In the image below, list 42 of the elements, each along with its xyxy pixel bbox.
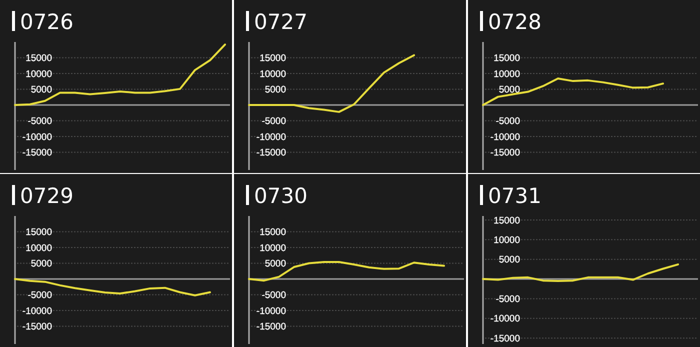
y-tick-label: 5000 — [30, 258, 52, 270]
y-tick-label: -5000 — [28, 116, 52, 128]
y-tick-label: -10000 — [490, 314, 520, 325]
y-tick-label: -10000 — [256, 306, 286, 317]
y-tick-label: -10000 — [256, 132, 286, 143]
y-tick-label: 15000 — [26, 53, 52, 64]
y-tick-label: 5000 — [498, 84, 520, 96]
y-tick-label: 5000 — [264, 84, 286, 96]
y-tick-label: 15000 — [26, 227, 52, 238]
chart-title: 0730 — [254, 184, 308, 208]
y-tick-label: -5000 — [262, 116, 286, 128]
y-tick-label: -15000 — [256, 148, 286, 159]
y-tick-label: 10000 — [260, 68, 286, 80]
y-tick-label: -5000 — [28, 290, 52, 302]
chart-title: 0729 — [20, 184, 74, 208]
chart-title: 0727 — [254, 10, 308, 34]
chart-title: 0728 — [488, 10, 542, 34]
y-tick-label: 15000 — [260, 227, 286, 238]
y-tick-label: -15000 — [256, 322, 286, 333]
y-tick-label: -5000 — [496, 116, 520, 128]
y-tick-label: 10000 — [494, 234, 520, 246]
y-tick-label: -5000 — [262, 290, 286, 302]
y-tick-label: -15000 — [22, 322, 52, 333]
y-tick-label: -10000 — [22, 306, 52, 317]
y-tick-label: 10000 — [26, 242, 52, 254]
y-tick-label: -15000 — [490, 333, 520, 344]
y-tick-label: -15000 — [22, 148, 52, 159]
y-tick-label: 10000 — [26, 68, 52, 80]
y-tick-label: 5000 — [264, 258, 286, 270]
y-tick-label: -10000 — [22, 132, 52, 143]
y-tick-label: 5000 — [498, 254, 520, 266]
y-tick-label: 15000 — [494, 53, 520, 64]
y-tick-label: -5000 — [496, 294, 520, 306]
y-tick-label: 10000 — [260, 242, 286, 254]
chart-title: 0726 — [20, 10, 74, 34]
y-tick-label: -15000 — [490, 148, 520, 159]
y-tick-label: 5000 — [30, 84, 52, 96]
y-tick-label: 10000 — [494, 68, 520, 80]
y-tick-label: 15000 — [260, 53, 286, 64]
y-tick-label: -10000 — [490, 132, 520, 143]
chart-title: 0731 — [488, 184, 542, 208]
y-tick-label: 15000 — [494, 215, 520, 226]
